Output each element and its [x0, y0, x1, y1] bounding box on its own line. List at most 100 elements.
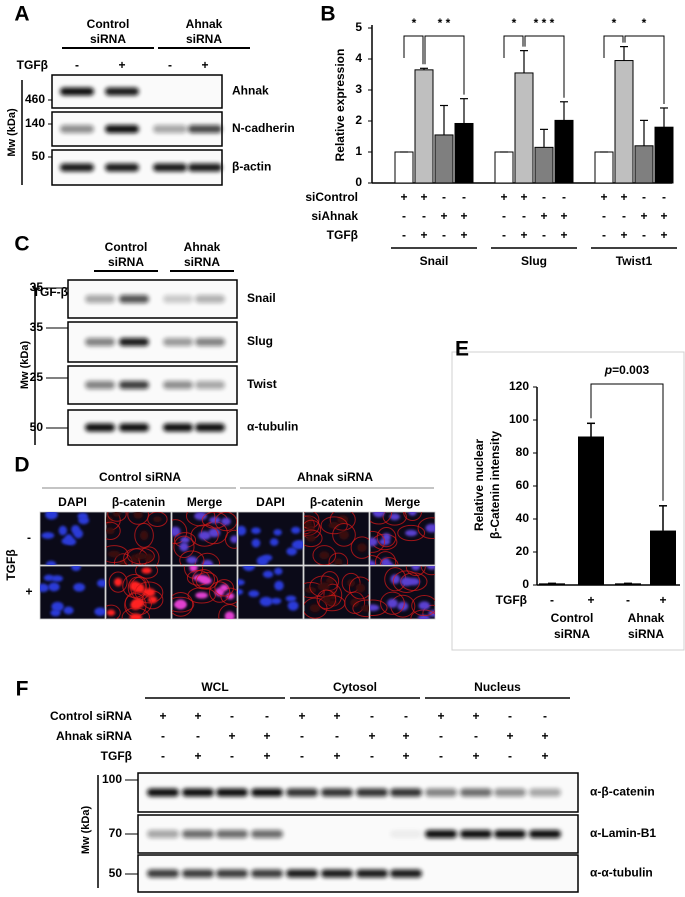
x-tick-label: -: [550, 593, 554, 607]
nucleus: [61, 537, 73, 545]
channel-label: Merge: [385, 495, 421, 509]
fraction-label: Cytosol: [333, 680, 377, 694]
nucleus: [195, 592, 208, 599]
membrane: [380, 591, 405, 615]
p-text: =0.003: [612, 363, 649, 377]
lane-sign: +: [402, 749, 409, 763]
condition-sign: -: [502, 228, 506, 242]
condition-sign: +: [620, 190, 627, 204]
micrograph: [39, 511, 106, 566]
lane-sign: -: [543, 709, 547, 723]
condition-sign: +: [460, 228, 467, 242]
nucleus: [51, 601, 64, 612]
membrane: [382, 512, 407, 526]
panel-letter: A: [14, 3, 29, 26]
lane-sign: +: [506, 729, 513, 743]
lane-sign: -: [439, 729, 443, 743]
membrane: [127, 512, 149, 525]
membrane: [126, 547, 155, 565]
condition-sign: -: [602, 228, 606, 242]
condition-sign: +: [540, 209, 547, 223]
condition-sign: -: [662, 190, 666, 204]
nucleus: [180, 536, 190, 544]
nucleus: [209, 516, 221, 524]
nucleus: [274, 580, 284, 591]
bar: [394, 151, 414, 184]
condition-label: TGFβ: [327, 228, 358, 242]
blot-band: [216, 788, 248, 797]
lane-sign: +: [228, 729, 235, 743]
nucleus: [400, 577, 413, 587]
condition-sign: +: [500, 190, 507, 204]
membrane: [172, 596, 195, 613]
nucleus: [270, 597, 282, 605]
membrane: [420, 566, 435, 576]
bar: [614, 60, 634, 184]
blot-band: [153, 163, 187, 172]
lane-sign: +: [201, 58, 208, 72]
group-label: Ahnak: [628, 611, 665, 625]
condition-sign: -: [542, 228, 546, 242]
membrane: [185, 512, 216, 527]
nucleus: [114, 577, 123, 587]
channel-label: DAPI: [58, 495, 87, 509]
lane-sign: +: [472, 749, 479, 763]
lane-sign: -: [370, 749, 374, 763]
lane-sign: +: [194, 709, 201, 723]
blot-band: [356, 869, 388, 878]
nucleus: [295, 540, 303, 548]
nucleus: [397, 601, 409, 611]
lane-sign: +: [194, 749, 201, 763]
bar: [554, 119, 574, 184]
blot-band: [390, 869, 422, 878]
cells: [370, 566, 435, 619]
group-label: siRNA: [90, 32, 126, 46]
x-tick-label: Twist1: [616, 254, 653, 268]
condition-sign: -: [602, 209, 606, 223]
blot-band: [119, 381, 149, 389]
blot-target: α-tubulin: [247, 420, 298, 434]
nucleus: [285, 595, 297, 602]
condition-label: Control siRNA: [50, 709, 132, 723]
significance-mark: *: [412, 16, 417, 30]
bar: [539, 583, 565, 585]
y-tick-label: 1: [355, 144, 362, 158]
channel-label: DAPI: [256, 495, 285, 509]
nucleus: [251, 538, 261, 548]
blot-band: [286, 869, 318, 878]
membrane: [304, 529, 323, 548]
micrograph: [171, 511, 238, 566]
nucleus: [238, 588, 244, 595]
blot-band: [182, 788, 214, 797]
nucleus: [425, 523, 435, 533]
nucleus: [40, 583, 49, 593]
y-tick-label: 40: [516, 511, 530, 525]
condition-sign: -: [442, 190, 446, 204]
membrane: [352, 599, 369, 618]
blot-band: [251, 869, 283, 878]
blot-target: α-β-catenin: [590, 785, 655, 799]
nucleus: [41, 532, 55, 539]
blot-target: Snail: [247, 291, 276, 305]
cells: [172, 566, 237, 619]
membrane: [341, 572, 361, 594]
x-tick-label: -: [626, 593, 630, 607]
lane-sign: -: [370, 709, 374, 723]
y-tick-label: 3: [355, 82, 362, 96]
y-tick-label: 100: [509, 412, 529, 426]
blot-band: [321, 788, 353, 797]
group-label: siRNA: [108, 255, 144, 269]
x-tick-label: Slug: [521, 254, 547, 268]
membrane: [106, 604, 121, 619]
lane-sign: -: [404, 709, 408, 723]
nucleus: [269, 538, 279, 546]
blot-band: [147, 788, 179, 797]
blot-band: [60, 163, 94, 172]
membrane: [135, 566, 159, 579]
blot-band: [153, 125, 187, 133]
nucleus: [372, 512, 385, 518]
cells: [40, 566, 105, 617]
nucleus: [238, 525, 247, 536]
blot-band: [105, 125, 139, 133]
